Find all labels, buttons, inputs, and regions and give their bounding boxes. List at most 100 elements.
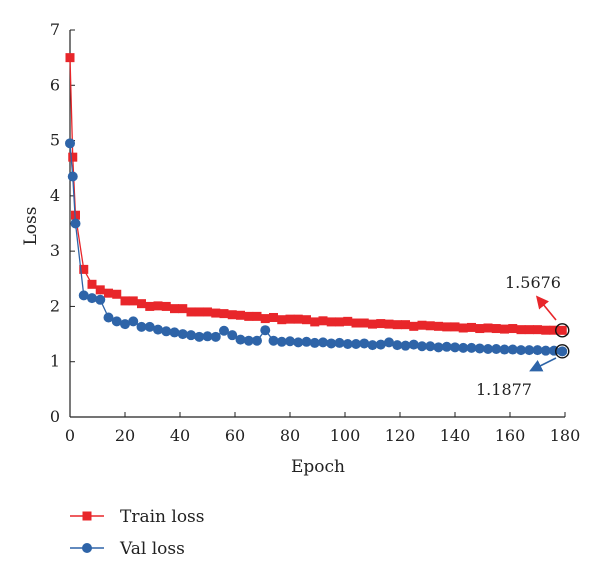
train-final-value-label: 1.5676 (505, 273, 561, 292)
train-loss-point (203, 307, 212, 317)
train-loss-point (112, 289, 122, 299)
train-loss-point (219, 309, 229, 319)
x-tick-label: 60 (225, 426, 245, 445)
train-loss-point (368, 319, 377, 329)
val-loss-point (342, 339, 353, 350)
train-loss-point (376, 319, 386, 329)
val-loss-point (351, 339, 361, 350)
train-loss-point (359, 318, 369, 328)
legend: Train loss Val loss (70, 507, 205, 559)
val-loss-point (136, 321, 147, 332)
train-loss-point (475, 324, 485, 334)
y-axis-title: Loss (21, 207, 41, 246)
y-tick-label: 2 (50, 296, 60, 315)
val-loss-point (243, 335, 254, 346)
train-loss-point (442, 322, 452, 332)
train-loss-point (500, 324, 509, 334)
y-tick-label: 0 (50, 407, 60, 426)
train-loss-point (541, 325, 551, 335)
val-loss-point (87, 293, 97, 304)
y-tick-label: 6 (50, 75, 60, 94)
train-loss-point (467, 322, 476, 332)
train-loss-point (260, 314, 270, 324)
val-loss-point (268, 335, 279, 346)
val-loss-point (161, 326, 172, 337)
x-tick-label: 160 (495, 426, 526, 445)
train-loss-point (137, 299, 146, 309)
train-loss-point (450, 322, 460, 332)
val-loss-point (95, 294, 106, 305)
val-loss-point (252, 335, 262, 346)
train-loss-point (417, 320, 427, 330)
train-loss-line (69, 57, 563, 331)
val-loss-final-highlight (555, 344, 570, 359)
train-loss-point (524, 325, 534, 335)
val-loss-point (458, 342, 469, 353)
x-tick-label: 80 (280, 426, 300, 445)
train-annotation-arrow (535, 295, 557, 321)
train-loss-point (170, 304, 179, 314)
val-loss-point (441, 341, 452, 352)
train-loss-point (178, 304, 188, 314)
x-tick-label: 100 (330, 426, 361, 445)
val-loss-point (309, 337, 320, 348)
train-loss-point (153, 301, 163, 311)
train-loss-point (87, 279, 97, 289)
train-loss-point (343, 316, 353, 326)
val-loss-point (169, 327, 180, 338)
legend-train-label: Train loss (120, 507, 205, 527)
val-loss-series (65, 138, 568, 357)
train-loss-point (508, 324, 518, 334)
val-loss-point (318, 337, 328, 348)
val-loss-point (359, 338, 370, 349)
val-loss-point (128, 316, 139, 327)
val-loss-point (153, 324, 163, 335)
val-loss-point (301, 336, 312, 347)
train-loss-point (186, 307, 196, 317)
train-loss-point (310, 317, 320, 327)
train-loss-final-highlight (555, 323, 570, 338)
train-loss-point (549, 325, 559, 335)
train-loss-point (516, 325, 526, 335)
val-loss-point (78, 290, 89, 301)
val-loss-point (400, 340, 411, 351)
val-loss-point (260, 325, 271, 336)
val-loss-point (103, 312, 114, 323)
val-loss-point (425, 341, 436, 352)
val-loss-point (194, 331, 205, 342)
train-loss-point (194, 307, 204, 317)
val-loss-point (466, 342, 477, 353)
train-loss-point (533, 325, 542, 335)
val-final-value-label: 1.1877 (476, 380, 532, 399)
train-loss-point (236, 310, 245, 320)
val-loss-point (375, 339, 386, 350)
val-loss-point (285, 336, 295, 347)
val-loss-point (557, 346, 568, 357)
val-loss-point (384, 337, 394, 348)
x-axis-title: Epoch (291, 457, 345, 477)
train-loss-point (65, 53, 75, 63)
train-loss-point (401, 320, 410, 330)
x-tick-label: 120 (385, 426, 416, 445)
legend-val-marker (82, 543, 92, 553)
train-loss-point (269, 312, 278, 322)
train-loss-point (68, 152, 78, 162)
train-loss-point (384, 319, 394, 329)
val-loss-point (408, 339, 419, 350)
val-loss-point (293, 337, 304, 348)
val-loss-point (433, 342, 444, 353)
val-loss-point (334, 337, 345, 348)
val-loss-point (67, 171, 78, 182)
train-loss-point (483, 323, 493, 333)
val-loss-point (227, 330, 238, 341)
val-loss-point (540, 345, 551, 356)
val-loss-point (326, 338, 337, 349)
train-loss-point (425, 321, 435, 331)
train-loss-point (326, 317, 336, 327)
train-loss-point (211, 308, 221, 318)
train-loss-point (285, 314, 295, 324)
legend-val-label: Val loss (119, 539, 185, 559)
legend-train-marker (82, 511, 92, 521)
val-loss-point (276, 336, 287, 347)
